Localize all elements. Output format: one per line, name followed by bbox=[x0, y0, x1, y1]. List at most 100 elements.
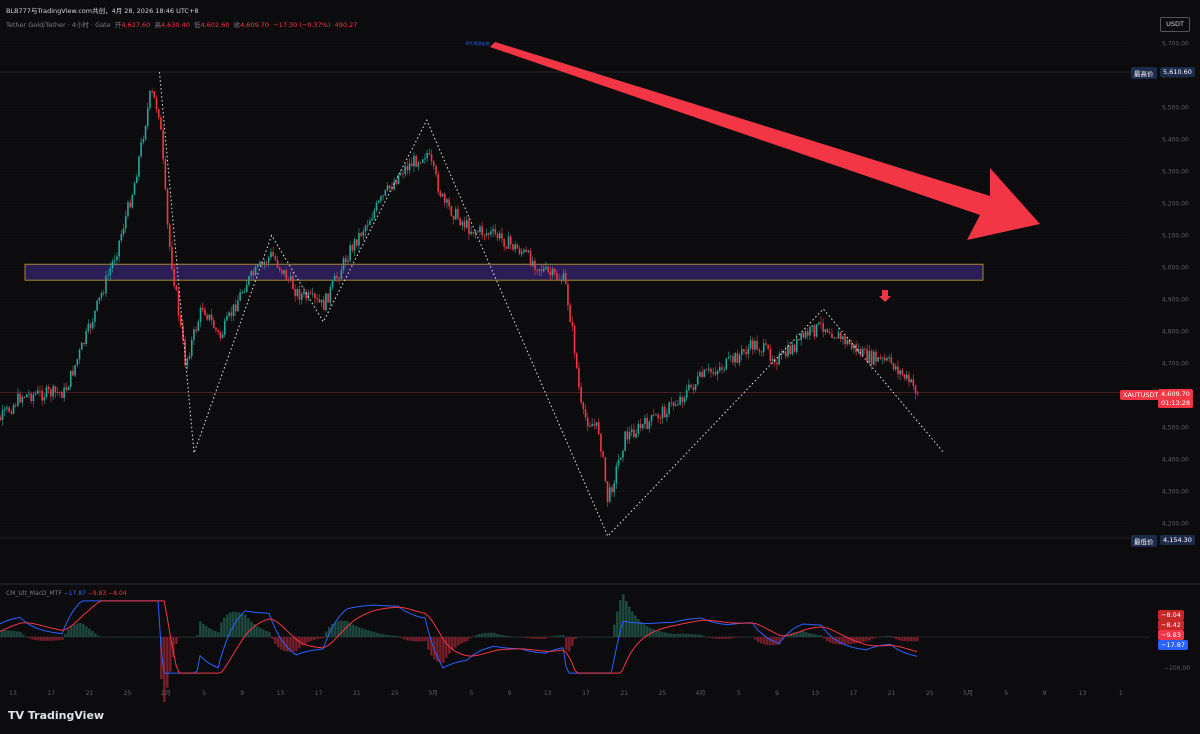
macd-hist-bar bbox=[916, 637, 919, 642]
candle-body bbox=[331, 281, 334, 288]
candle-body bbox=[353, 239, 356, 251]
macd-hist-bar bbox=[880, 636, 883, 638]
candle-body bbox=[410, 163, 413, 167]
candle-body bbox=[74, 365, 76, 376]
candle-body bbox=[430, 154, 433, 162]
candle-body bbox=[265, 262, 268, 263]
candle-body bbox=[404, 166, 406, 174]
candle-body bbox=[600, 433, 602, 452]
candle-body bbox=[835, 337, 838, 339]
candle-body bbox=[63, 387, 65, 398]
candle-body bbox=[518, 248, 521, 254]
candle-body bbox=[195, 329, 197, 331]
macd-hist-bar bbox=[46, 637, 49, 641]
macd-hist-bar bbox=[895, 637, 898, 640]
candle-body bbox=[908, 374, 910, 383]
macd-hist-bar bbox=[10, 630, 13, 637]
macd-hist-bar bbox=[859, 637, 862, 643]
candle-body bbox=[608, 487, 611, 502]
macd-hist-bar bbox=[442, 637, 445, 663]
candle-body bbox=[897, 366, 899, 375]
candle-body bbox=[870, 351, 873, 365]
candle-body bbox=[520, 252, 523, 254]
macd-hist-bar bbox=[226, 614, 229, 637]
macd-hist-bar bbox=[856, 637, 859, 644]
candle-body bbox=[692, 387, 695, 390]
candle-body bbox=[270, 251, 272, 258]
candle-body bbox=[661, 406, 664, 419]
macd-hist-bar bbox=[418, 637, 421, 642]
macd-hist-bar bbox=[553, 635, 556, 637]
candle-body bbox=[250, 271, 252, 277]
macd-hist-bar bbox=[391, 635, 394, 637]
candle-body bbox=[670, 402, 673, 404]
candle-body bbox=[679, 396, 681, 405]
candle-body bbox=[364, 225, 367, 232]
candle-body bbox=[547, 266, 549, 272]
candle-body bbox=[219, 331, 222, 338]
candle-body bbox=[89, 323, 92, 329]
macd-hist-bar bbox=[556, 635, 559, 637]
candle-body bbox=[457, 208, 459, 219]
macd-hist-bar bbox=[211, 629, 214, 637]
candle-body bbox=[578, 367, 580, 387]
candle-body bbox=[254, 266, 257, 276]
currency-selector-button[interactable]: USDT bbox=[1160, 17, 1190, 32]
macd-hist-bar bbox=[709, 637, 712, 638]
candle-body bbox=[435, 165, 437, 175]
candle-body bbox=[833, 337, 835, 339]
macd-hist-bar bbox=[874, 637, 877, 638]
macd-hist-bar bbox=[106, 637, 109, 638]
x-tick-label: 13 bbox=[9, 690, 17, 697]
macd-hist-bar bbox=[505, 635, 508, 637]
macd-hist-bar bbox=[586, 637, 589, 638]
candle-body bbox=[316, 298, 318, 300]
macd-hist-bar bbox=[748, 636, 751, 638]
macd-indicator-legend[interactable]: CM_Ult_MacD_MTF −17.87 −9.83 −8.04 bbox=[6, 590, 127, 597]
macd-hist-bar bbox=[223, 617, 226, 637]
candle-body bbox=[712, 372, 714, 374]
macd-hist-bar bbox=[877, 637, 880, 638]
candle-body bbox=[80, 342, 83, 350]
candle-body bbox=[850, 344, 853, 349]
candle-body bbox=[705, 369, 708, 371]
macd-hist-bar bbox=[721, 637, 724, 639]
macd-hist-bar bbox=[109, 637, 112, 638]
x-tick-label: 21 bbox=[353, 690, 361, 697]
y-tick-label: 5,300.00 bbox=[1162, 168, 1189, 175]
candle-body bbox=[905, 374, 908, 379]
candle-body bbox=[747, 348, 750, 355]
candle-body bbox=[281, 269, 283, 274]
candle-body bbox=[716, 370, 719, 375]
macd-hist-bar bbox=[676, 633, 679, 637]
macd-hist-bar bbox=[697, 634, 700, 637]
candle-body bbox=[338, 278, 340, 279]
candle-body bbox=[162, 129, 164, 160]
candle-body bbox=[402, 173, 404, 175]
candle-body bbox=[551, 268, 554, 276]
macd-hist-bar bbox=[193, 637, 196, 638]
macd-hist-bar bbox=[751, 636, 754, 638]
macd-badge-signal: −9.83 bbox=[1158, 630, 1184, 640]
candle-body bbox=[894, 366, 897, 370]
candle-body bbox=[736, 353, 739, 363]
macd-hist-bar bbox=[217, 632, 220, 637]
candle-body bbox=[14, 405, 17, 406]
macd-hist-bar bbox=[898, 637, 901, 641]
candle-body bbox=[252, 271, 255, 276]
candle-body bbox=[784, 351, 787, 357]
candle-body bbox=[567, 283, 569, 306]
macd-hist-bar bbox=[868, 637, 871, 641]
macd-hist-bar bbox=[757, 637, 760, 643]
lowest-price-value: 4,154.30 bbox=[1160, 535, 1195, 545]
macd-hist-bar bbox=[559, 635, 562, 637]
macd-hist-bar bbox=[202, 623, 205, 637]
tradingview-logo[interactable]: 𝗧𝗩 TradingView bbox=[8, 709, 105, 722]
candle-body bbox=[408, 163, 411, 171]
candle-body bbox=[272, 251, 274, 257]
macd-hist-bar bbox=[112, 637, 115, 638]
macd-hist-bar bbox=[121, 637, 124, 638]
macd-hist-bar bbox=[673, 633, 676, 637]
price-axis: 4,200.004,300.004,400.004,500.004,600.00… bbox=[1162, 40, 1189, 527]
